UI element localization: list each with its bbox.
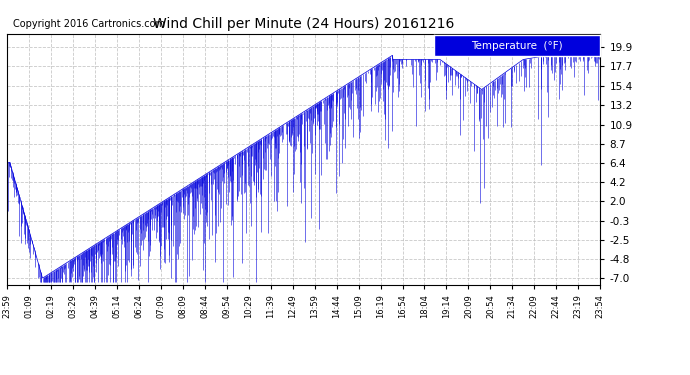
Text: Copyright 2016 Cartronics.com: Copyright 2016 Cartronics.com (13, 19, 165, 29)
Title: Wind Chill per Minute (24 Hours) 20161216: Wind Chill per Minute (24 Hours) 2016121… (153, 17, 454, 31)
